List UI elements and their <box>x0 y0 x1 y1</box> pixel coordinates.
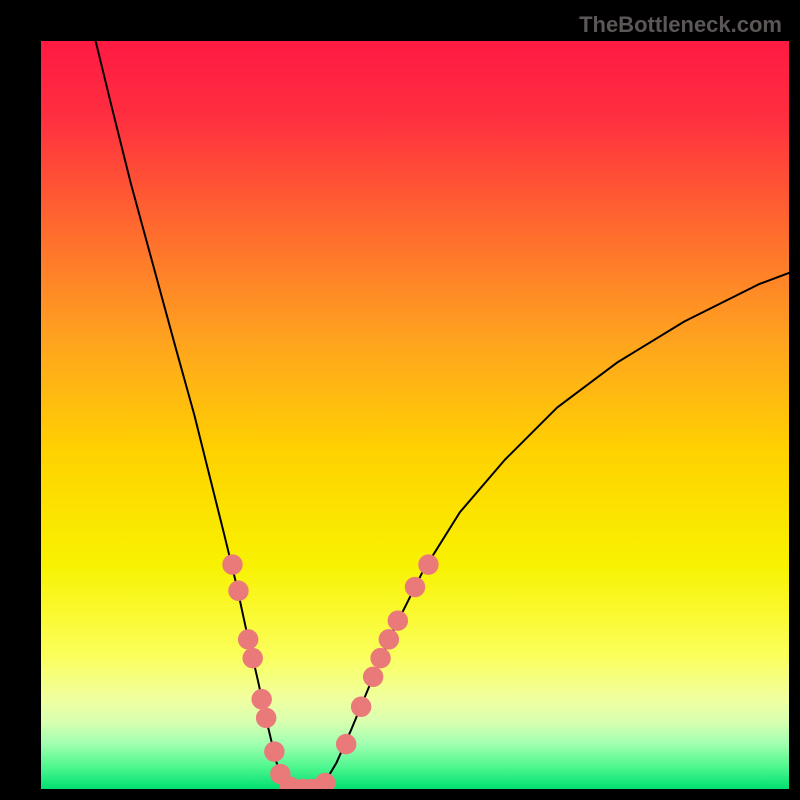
curve-layer <box>41 41 789 789</box>
data-marker <box>363 667 383 687</box>
data-marker <box>264 742 284 762</box>
chart-stage: TheBottleneck.com <box>0 0 800 800</box>
data-marker <box>256 708 276 728</box>
data-marker <box>371 648 391 668</box>
data-marker <box>243 648 263 668</box>
data-marker <box>315 773 335 789</box>
data-marker <box>238 629 258 649</box>
data-marker <box>351 697 371 717</box>
data-marker <box>252 689 272 709</box>
bottleneck-curve <box>96 41 789 789</box>
plot-area <box>40 40 790 790</box>
data-marker <box>405 577 425 597</box>
data-marker <box>336 734 356 754</box>
data-marker <box>388 611 408 631</box>
data-marker <box>379 629 399 649</box>
data-marker <box>223 555 243 575</box>
data-marker <box>418 555 438 575</box>
watermark-text: TheBottleneck.com <box>579 12 782 38</box>
data-marker <box>229 581 249 601</box>
